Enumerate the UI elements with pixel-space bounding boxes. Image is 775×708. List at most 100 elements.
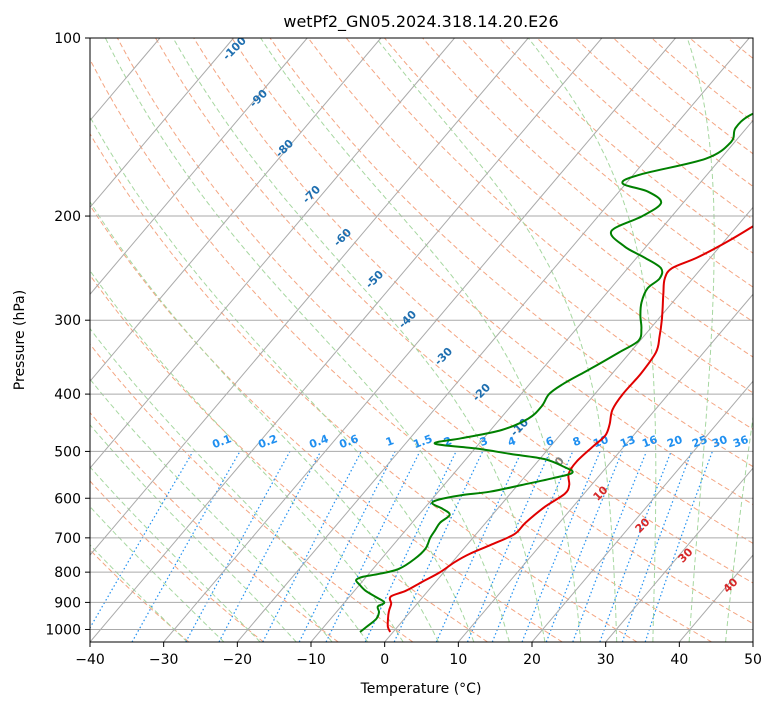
mixing-ratio-line: [466, 451, 551, 642]
moist-adiabat: [725, 413, 753, 642]
dry-adiabat: [345, 38, 753, 394]
y-tick-label: 700: [54, 531, 81, 547]
moist-adiabat-label: -80: [273, 137, 296, 160]
y-tick-label: 100: [54, 31, 81, 47]
mixing-ratio-label: 30: [710, 433, 729, 451]
dry-adiabat: [422, 38, 753, 323]
x-tick-label: 0: [380, 652, 389, 668]
mixing-ratio-line: [325, 451, 421, 642]
y-tick-label: 800: [54, 565, 81, 581]
dry-adiabat: [613, 38, 753, 155]
moist-adiabat-label: 40: [721, 575, 741, 595]
mixing-ratio-label: 0.6: [337, 432, 360, 451]
temperature-profile-line: [386, 225, 753, 633]
skewed-isotherm: [90, 38, 382, 383]
skewed-isotherm: [605, 467, 753, 642]
mixing-ratio-line: [644, 451, 713, 642]
y-tick-label: 1000: [45, 622, 81, 638]
moist-adiabat-label: -50: [363, 268, 386, 291]
skewed-isotherm: [90, 38, 308, 296]
moist-adiabat: [90, 115, 475, 642]
dry-adiabat: [90, 204, 563, 642]
mixing-ratio-line: [435, 451, 523, 642]
mixing-ratio-line: [298, 451, 396, 642]
mixing-ratio-label: 10: [591, 433, 610, 451]
mixing-ratio-line: [545, 451, 623, 642]
sounding-series: [355, 112, 753, 633]
mixing-ratio-line: [491, 451, 574, 642]
mixing-ratio-label: 16: [640, 433, 659, 451]
moist-adiabat-label: -90: [247, 87, 270, 110]
skewed-isotherm: [457, 293, 753, 642]
dry-adiabat: [460, 38, 753, 288]
moist-adiabat-label: -60: [331, 226, 354, 249]
dry-adiabat: [90, 480, 264, 642]
dry-adiabat: [651, 38, 753, 123]
dry-adiabat: [90, 411, 339, 642]
moist-adiabat: [90, 505, 225, 642]
moist-adiabat: [90, 378, 333, 642]
moist-adiabat-label: -20: [470, 381, 493, 404]
moist-adiabat: [90, 200, 439, 642]
dry-adiabat: [116, 38, 753, 625]
x-tick-label: 50: [744, 652, 762, 668]
mixing-ratio-line: [621, 451, 693, 642]
mixing-ratio-line: [393, 451, 484, 642]
mixing-ratio-label: 2: [442, 434, 454, 449]
mixing-ratio-label: 0.1: [210, 432, 233, 451]
moist-adiabat-label: 20: [633, 515, 653, 535]
mixing-ratio-label: 6: [544, 434, 556, 449]
y-tick-label: 900: [54, 595, 81, 611]
dry-adiabat: [766, 38, 775, 642]
mixing-ratio-label: 1.5: [411, 432, 434, 451]
skewed-isotherm: [90, 38, 234, 209]
dry-adiabat: [90, 343, 414, 642]
x-tick-label: 20: [523, 652, 541, 668]
x-tick-label: −40: [75, 652, 105, 668]
y-axis-label: Pressure (hPa): [12, 290, 28, 390]
mixing-ratio-label: 25: [690, 433, 709, 450]
moist-adiabat: [90, 466, 261, 642]
mixing-ratio-label: 36: [731, 433, 750, 451]
skewed-isotherm: [752, 641, 753, 642]
y-tick-label: 400: [54, 387, 81, 403]
mixing-ratio-line: [572, 451, 648, 642]
dry-adiabat: [231, 38, 753, 506]
skewed-isotherm: [90, 38, 455, 469]
mixing-ratio-label: 8: [571, 434, 583, 449]
x-axis-label: Temperature (°C): [360, 681, 482, 697]
x-tick-label: −10: [296, 652, 326, 668]
skewed-isotherm: [163, 38, 676, 642]
x-axis: −40 −30 −20 −10 0 10 20 30 40 50: [75, 642, 762, 668]
dry-adiabat: [90, 58, 712, 642]
dry-adiabat: [498, 38, 753, 254]
skewed-isotherm: [531, 380, 753, 642]
moist-adiabat-label: -40: [396, 308, 419, 331]
skewed-isotherm: [90, 38, 603, 642]
mixing-ratio-line: [599, 451, 672, 642]
y-tick-label: 200: [54, 209, 81, 225]
mixing-ratio-label: 20: [665, 433, 684, 451]
moist-adiabat: [172, 38, 546, 642]
mixing-ratio-line: [521, 451, 601, 642]
x-tick-label: 40: [670, 652, 688, 668]
mixing-ratio-label: 4: [506, 434, 518, 449]
dry-adiabat: [574, 38, 753, 188]
mixing-ratio-line: [218, 451, 322, 642]
y-tick-label: 600: [54, 491, 81, 507]
mixing-ratio-label: 3: [478, 434, 490, 449]
chart-title: wetPf2_GN05.2024.318.14.20.E26: [283, 12, 558, 32]
dewpoint-profile-line: [355, 112, 753, 633]
moist-adiabat: [527, 38, 657, 642]
x-tick-label: −20: [223, 652, 253, 668]
moist-adiabat-label: -30: [432, 345, 455, 368]
x-tick-label: 30: [597, 652, 615, 668]
x-tick-label: 10: [449, 652, 467, 668]
skewed-isotherm: [90, 38, 529, 556]
dry-adiabat: [155, 38, 753, 584]
skewed-isotherm: [236, 38, 750, 642]
skewed-isotherm: [384, 206, 753, 642]
moist-adiabat: [90, 327, 369, 642]
